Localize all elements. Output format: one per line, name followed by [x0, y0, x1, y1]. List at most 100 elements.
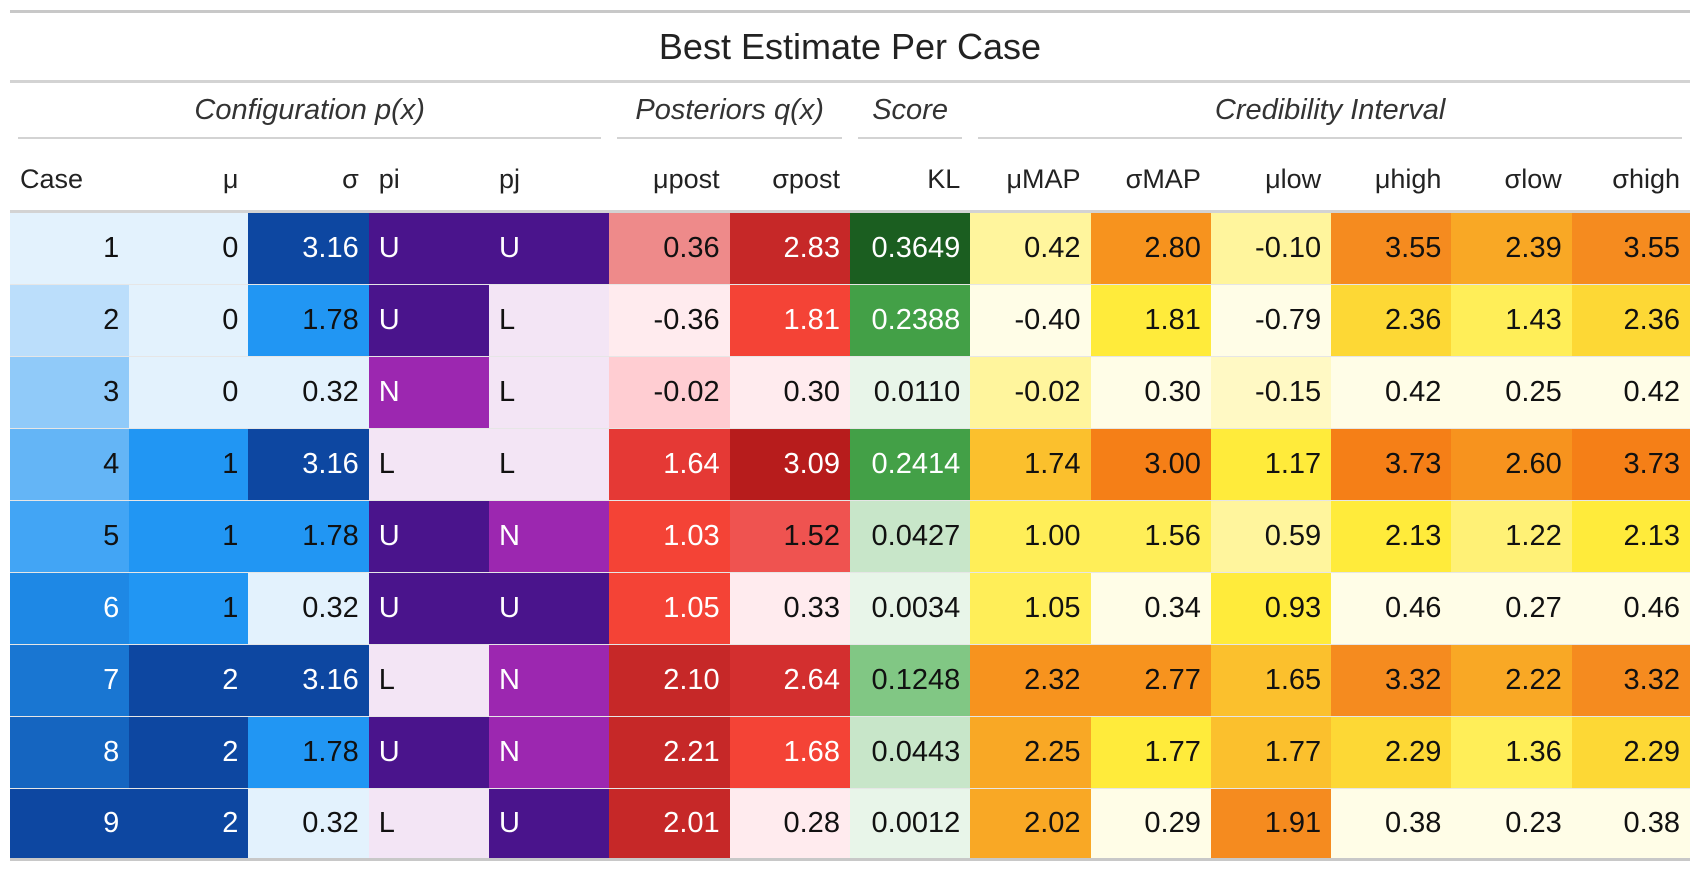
column-header-pi: pi: [368, 149, 490, 213]
cell-sigma-post: 3.09: [729, 429, 850, 501]
cell-mu-post: -0.36: [609, 285, 730, 357]
cell-pi: N: [368, 357, 490, 429]
cell-mu: 0: [129, 357, 249, 429]
cell-mu-high: 0.46: [1331, 573, 1452, 645]
cell-pj: N: [489, 717, 610, 789]
cell-sigma-high: 0.38: [1571, 789, 1690, 861]
cell-sigma-post: 0.30: [729, 357, 850, 429]
cell-sigma-post: 0.28: [729, 789, 850, 861]
cell-case: 3: [10, 357, 130, 429]
cell-sigma-high: 0.42: [1571, 357, 1690, 429]
cell-mu-high: 0.38: [1331, 789, 1452, 861]
cell-sigma-post: 1.52: [729, 501, 850, 573]
table-container: Best Estimate Per Case Configuration p(x…: [10, 10, 1690, 861]
cell-mu-high: 0.42: [1331, 357, 1452, 429]
cell-mu-post: 1.64: [609, 429, 730, 501]
cell-kl: 0.1248: [849, 645, 971, 717]
cell-sigma-map: 0.30: [1090, 357, 1211, 429]
cell-pj: U: [489, 573, 610, 645]
cell-sigma-map: 1.81: [1090, 285, 1211, 357]
table-row: 1 0 3.16 U U 0.36 2.83 0.3649 0.42 2.80 -0.10 3.55 2…: [10, 213, 1690, 285]
cell-kl: 0.0110: [849, 357, 971, 429]
spanner-0: Configuration p(x): [10, 83, 609, 149]
cell-mu-low: 1.17: [1210, 429, 1332, 501]
cell-mu-post: 2.10: [609, 645, 730, 717]
cell-sigma-post: 1.81: [729, 285, 850, 357]
cell-mu-low: 1.65: [1210, 645, 1332, 717]
cell-mu-map: 2.25: [970, 717, 1091, 789]
cell-kl: 0.0012: [849, 789, 971, 861]
cell-mu: 0: [129, 285, 249, 357]
cell-pi: U: [368, 501, 490, 573]
column-header-sigma-post: σpost: [729, 149, 850, 213]
cell-mu: 1: [129, 573, 249, 645]
table-row: 2 0 1.78 U L -0.36 1.81 0.2388 -0.40 1.81 -0.79 2.3…: [10, 285, 1690, 357]
table-row: 4 1 3.16 L L 1.64 3.09 0.2414 1.74 3.00 1.17 3.73 2.…: [10, 429, 1690, 501]
cell-pj: L: [489, 285, 610, 357]
table-row: 9 2 0.32 L U 2.01 0.28 0.0012 2.02 0.29 1.91 0.38 0.…: [10, 789, 1690, 861]
spanner-label: Credibility Interval: [978, 94, 1682, 139]
cell-mu: 2: [129, 645, 249, 717]
cell-pj: L: [489, 357, 610, 429]
cell-pi: L: [368, 429, 490, 501]
cell-sigma-high: 2.36: [1571, 285, 1690, 357]
top-rule: [10, 10, 1690, 13]
cell-mu-map: 0.42: [970, 213, 1091, 285]
cell-sigma: 1.78: [248, 285, 369, 357]
cell-sigma: 0.32: [248, 357, 369, 429]
cell-sigma: 3.16: [248, 645, 369, 717]
cell-sigma: 0.32: [248, 789, 369, 861]
cell-kl: 0.2414: [849, 429, 971, 501]
cell-mu-map: 2.32: [970, 645, 1091, 717]
cell-mu: 2: [129, 717, 249, 789]
cell-sigma-low: 1.36: [1451, 717, 1572, 789]
cell-case: 9: [10, 789, 130, 861]
cell-mu-low: 1.77: [1210, 717, 1332, 789]
cell-kl: 0.0443: [849, 717, 971, 789]
column-header-kl: KL: [849, 149, 971, 213]
cell-sigma: 0.32: [248, 573, 369, 645]
estimates-table: Configuration p(x) Posteriors q(x) Score Cr…: [10, 83, 1690, 861]
cell-mu-low: 0.93: [1210, 573, 1332, 645]
spanner-label: Score: [857, 94, 963, 139]
cell-pi: U: [368, 285, 490, 357]
cell-mu-map: 2.02: [970, 789, 1091, 861]
cell-sigma: 3.16: [248, 429, 369, 501]
table-title: Best Estimate Per Case: [658, 26, 1042, 67]
cell-sigma-high: 2.13: [1571, 501, 1690, 573]
cell-sigma-low: 2.39: [1451, 213, 1572, 285]
cell-case: 7: [10, 645, 130, 717]
cell-sigma-post: 2.64: [729, 645, 850, 717]
column-header-mu: μ: [129, 149, 249, 213]
cell-sigma-map: 2.80: [1090, 213, 1211, 285]
column-header-mu-map: μMAP: [970, 149, 1091, 213]
cell-sigma: 1.78: [248, 501, 369, 573]
table-row: 3 0 0.32 N L -0.02 0.30 0.0110 -0.02 0.30 -0.15 0.4…: [10, 357, 1690, 429]
cell-mu-low: 0.59: [1210, 501, 1332, 573]
cell-sigma-low: 1.43: [1451, 285, 1572, 357]
cell-sigma-map: 0.34: [1090, 573, 1211, 645]
cell-mu-high: 2.13: [1331, 501, 1452, 573]
column-header-sigma: σ: [248, 149, 369, 213]
cell-pj: L: [489, 429, 610, 501]
cell-case: 5: [10, 501, 130, 573]
cell-sigma-high: 3.55: [1571, 213, 1690, 285]
cell-sigma-post: 1.68: [729, 717, 850, 789]
cell-sigma-low: 2.22: [1451, 645, 1572, 717]
cell-case: 2: [10, 285, 130, 357]
cell-case: 6: [10, 573, 130, 645]
cell-mu-low: -0.15: [1210, 357, 1332, 429]
cell-mu-map: -0.02: [970, 357, 1091, 429]
table-body: 1 0 3.16 U U 0.36 2.83 0.3649 0.42 2.80 -0.10 3.55 2…: [10, 213, 1690, 861]
column-header-sigma-low: σlow: [1451, 149, 1572, 213]
table-row: 6 1 0.32 U U 1.05 0.33 0.0034 1.05 0.34 0.93 0.46 0.…: [10, 573, 1690, 645]
column-header-mu-post: μpost: [609, 149, 730, 213]
cell-sigma-map: 2.77: [1090, 645, 1211, 717]
spanner-label: Configuration p(x): [18, 94, 602, 139]
cell-sigma-post: 0.33: [729, 573, 850, 645]
column-header-sigma-map: σMAP: [1090, 149, 1211, 213]
cell-sigma-high: 3.73: [1571, 429, 1690, 501]
cell-pi: U: [368, 717, 490, 789]
cell-sigma-map: 1.77: [1090, 717, 1211, 789]
table-row: 8 2 1.78 U N 2.21 1.68 0.0443 2.25 1.77 1.77 2.29 1.…: [10, 717, 1690, 789]
